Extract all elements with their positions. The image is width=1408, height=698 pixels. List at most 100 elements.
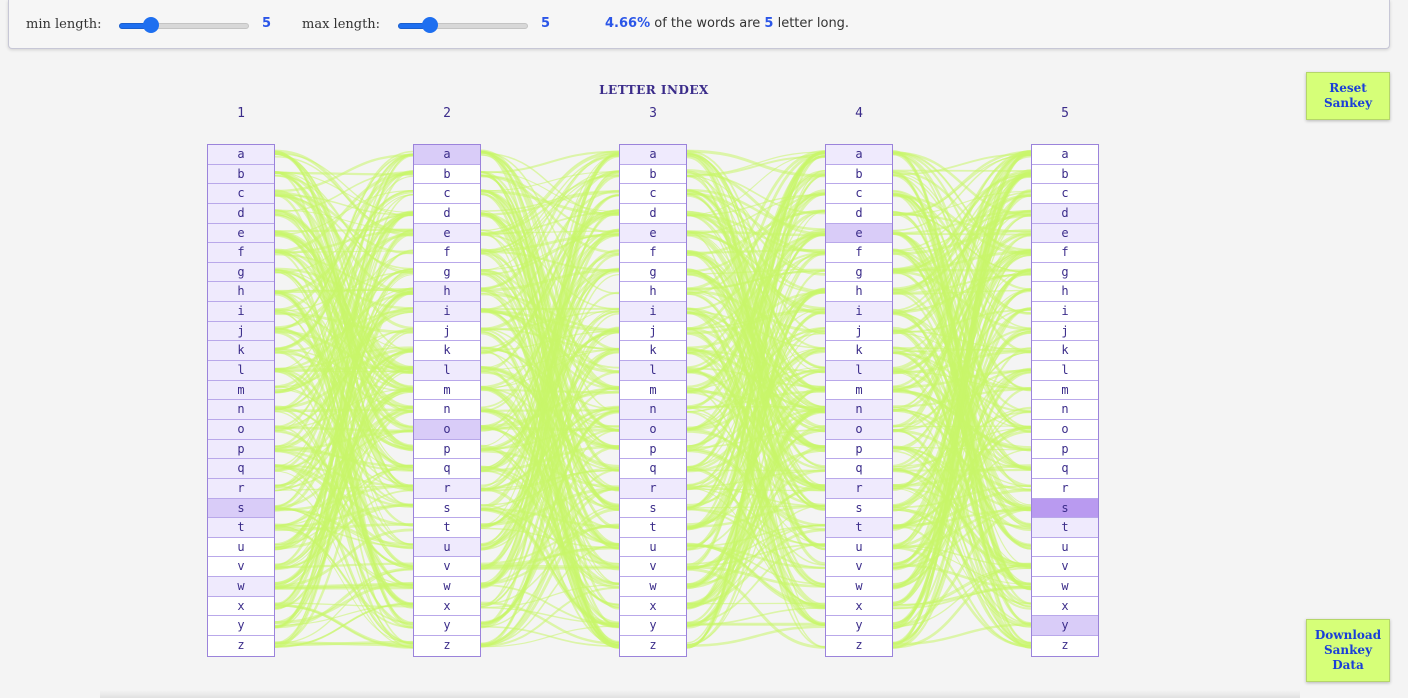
letter-node-1-p[interactable]: p	[208, 439, 274, 460]
letter-node-3-z[interactable]: z	[649, 638, 657, 653]
letter-node-2-r[interactable]: r	[414, 478, 480, 499]
letter-node-5-e[interactable]: e	[1032, 223, 1098, 244]
letter-node-2-g[interactable]: g	[414, 263, 480, 283]
letter-node-1-f[interactable]: f	[208, 243, 274, 263]
letter-node-3-m[interactable]: m	[620, 381, 686, 401]
letter-node-3-l[interactable]: l	[620, 361, 686, 381]
letter-node-5-d[interactable]: d	[1032, 203, 1098, 224]
min-length-slider-thumb[interactable]	[143, 17, 159, 33]
letter-node-2-z[interactable]: z	[443, 638, 451, 653]
letter-node-5-x[interactable]: x	[1032, 597, 1098, 617]
letter-node-5-g[interactable]: g	[1032, 263, 1098, 283]
letter-node-1-b[interactable]: b	[208, 164, 274, 185]
letter-node-1-h[interactable]: h	[208, 282, 274, 303]
letter-node-5-h[interactable]: h	[1032, 282, 1098, 303]
letter-node-4-l[interactable]: l	[826, 361, 892, 381]
letter-node-2-o[interactable]: o	[414, 419, 480, 440]
letter-node-3-g[interactable]: g	[620, 263, 686, 283]
letter-node-1-d[interactable]: d	[208, 203, 274, 224]
letter-node-5-l[interactable]: l	[1032, 361, 1098, 381]
letter-node-1-q[interactable]: q	[208, 459, 274, 479]
min-length-slider[interactable]	[119, 17, 249, 33]
letter-node-4-b[interactable]: b	[826, 165, 892, 185]
letter-node-5-o[interactable]: o	[1032, 420, 1098, 440]
letter-node-3-u[interactable]: u	[620, 538, 686, 558]
letter-node-1-g[interactable]: g	[208, 262, 274, 283]
letter-node-3-e[interactable]: e	[620, 223, 686, 244]
letter-node-5-k[interactable]: k	[1032, 341, 1098, 362]
letter-node-2-e[interactable]: e	[414, 223, 480, 244]
letter-node-2-m[interactable]: m	[414, 381, 480, 401]
letter-node-3-h[interactable]: h	[620, 282, 686, 303]
letter-node-1-i[interactable]: i	[208, 302, 274, 322]
letter-node-2-f[interactable]: f	[414, 243, 480, 263]
letter-node-1-s[interactable]: s	[208, 498, 274, 519]
letter-node-1-e[interactable]: e	[208, 223, 274, 244]
letter-node-5-c[interactable]: c	[1032, 184, 1098, 204]
letter-node-5-f[interactable]: f	[1032, 243, 1098, 263]
letter-node-3-a[interactable]: a	[620, 145, 686, 165]
letter-node-1-z[interactable]: z	[237, 638, 245, 653]
letter-node-5-y[interactable]: y	[1032, 616, 1098, 637]
letter-node-5-u[interactable]: u	[1032, 538, 1098, 558]
letter-node-3-p[interactable]: p	[620, 440, 686, 460]
letter-node-4-q[interactable]: q	[826, 459, 892, 479]
letter-node-1-y[interactable]: y	[208, 616, 274, 637]
letter-node-4-n[interactable]: n	[826, 400, 892, 420]
letter-node-5-q[interactable]: q	[1032, 459, 1098, 479]
letter-node-1-k[interactable]: k	[208, 341, 274, 362]
letter-node-3-i[interactable]: i	[620, 302, 686, 322]
letter-node-2-y[interactable]: y	[414, 616, 480, 637]
letter-node-2-p[interactable]: p	[414, 440, 480, 460]
letter-node-4-a[interactable]: a	[826, 145, 892, 165]
letter-node-5-j[interactable]: j	[1032, 322, 1098, 342]
letter-node-3-d[interactable]: d	[620, 204, 686, 224]
letter-node-4-i[interactable]: i	[826, 302, 892, 322]
letter-node-4-m[interactable]: m	[826, 381, 892, 401]
letter-node-2-d[interactable]: d	[414, 204, 480, 224]
letter-node-2-k[interactable]: k	[414, 341, 480, 362]
letter-node-1-w[interactable]: w	[208, 577, 274, 597]
letter-node-4-h[interactable]: h	[826, 282, 892, 303]
letter-node-1-j[interactable]: j	[208, 321, 274, 342]
letter-node-3-r[interactable]: r	[620, 478, 686, 499]
letter-node-4-c[interactable]: c	[826, 184, 892, 204]
download-sankey-data-button[interactable]: Download Sankey Data	[1306, 619, 1390, 682]
letter-node-1-a[interactable]: a	[208, 145, 274, 165]
letter-node-4-t[interactable]: t	[826, 518, 892, 538]
letter-node-1-m[interactable]: m	[208, 380, 274, 401]
letter-node-1-n[interactable]: n	[208, 400, 274, 420]
reset-sankey-button[interactable]: Reset Sankey	[1306, 72, 1390, 120]
letter-node-3-j[interactable]: j	[620, 322, 686, 342]
letter-node-3-n[interactable]: n	[620, 400, 686, 420]
letter-node-5-n[interactable]: n	[1032, 400, 1098, 420]
letter-node-2-u[interactable]: u	[414, 537, 480, 558]
letter-node-5-v[interactable]: v	[1032, 557, 1098, 578]
letter-node-4-y[interactable]: y	[826, 616, 892, 637]
letter-node-4-x[interactable]: x	[826, 597, 892, 617]
letter-node-2-x[interactable]: x	[414, 597, 480, 617]
letter-node-2-w[interactable]: w	[414, 577, 480, 597]
letter-node-4-e[interactable]: e	[826, 223, 892, 244]
letter-node-3-k[interactable]: k	[620, 341, 686, 362]
letter-node-5-i[interactable]: i	[1032, 302, 1098, 322]
letter-node-2-v[interactable]: v	[414, 557, 480, 578]
letter-node-5-b[interactable]: b	[1032, 165, 1098, 185]
max-length-slider[interactable]	[398, 17, 528, 33]
letter-node-5-a[interactable]: a	[1032, 145, 1098, 165]
letter-node-3-w[interactable]: w	[620, 577, 686, 597]
letter-node-2-j[interactable]: j	[414, 322, 480, 342]
letter-node-4-j[interactable]: j	[826, 322, 892, 342]
letter-node-5-z[interactable]: z	[1061, 638, 1069, 653]
letter-node-3-b[interactable]: b	[620, 165, 686, 185]
letter-node-3-v[interactable]: v	[620, 557, 686, 578]
letter-node-3-q[interactable]: q	[620, 459, 686, 479]
letter-node-3-o[interactable]: o	[620, 419, 686, 440]
letter-node-2-h[interactable]: h	[414, 282, 480, 303]
letter-node-2-q[interactable]: q	[414, 459, 480, 479]
letter-node-4-d[interactable]: d	[826, 204, 892, 224]
letter-node-2-i[interactable]: i	[414, 302, 480, 322]
letter-node-5-p[interactable]: p	[1032, 440, 1098, 460]
letter-node-2-s[interactable]: s	[414, 499, 480, 519]
letter-node-5-s[interactable]: s	[1032, 498, 1098, 519]
